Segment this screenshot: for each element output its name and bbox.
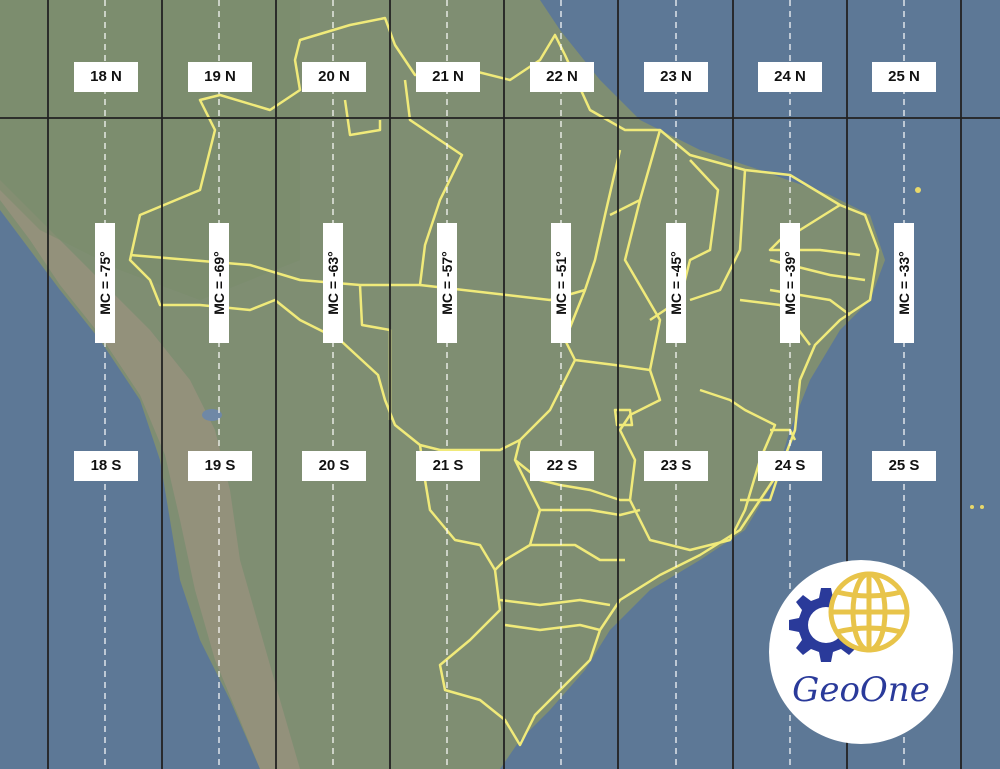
- zone-label-north: 23 N: [644, 62, 708, 92]
- island: [980, 505, 984, 509]
- central-meridian-label: MC = -51°: [551, 223, 571, 343]
- zone-label-south: 22 S: [530, 451, 594, 481]
- zone-label-south: 18 S: [74, 451, 138, 481]
- central-meridian-label: MC = -33°: [894, 223, 914, 343]
- zone-label-south: 21 S: [416, 451, 480, 481]
- zone-label-north: 22 N: [530, 62, 594, 92]
- zone-label-south: 19 S: [188, 451, 252, 481]
- logo-text: GeoOne: [792, 670, 930, 710]
- zone-label-north: 19 N: [188, 62, 252, 92]
- central-meridian-label: MC = -63°: [323, 223, 343, 343]
- zone-label-north: 20 N: [302, 62, 366, 92]
- state-border: [419, 149, 622, 302]
- zone-boundaries: [47, 0, 962, 769]
- geoone-logo: GeoOne: [769, 560, 953, 744]
- andes-highlands: [0, 180, 300, 769]
- state-border: [613, 408, 634, 427]
- state-border: [540, 508, 641, 517]
- island: [970, 505, 974, 509]
- central-meridian-label: MC = -69°: [209, 223, 229, 343]
- central-meridian-label: MC = -75°: [95, 223, 115, 343]
- brazil-outline: [128, 16, 880, 747]
- state-border: [768, 203, 861, 257]
- state-border: [499, 598, 611, 607]
- zone-label-south: 24 S: [758, 451, 822, 481]
- central-meridian-label: MC = -45°: [666, 223, 686, 343]
- island: [915, 187, 921, 193]
- lake-titicaca: [202, 409, 222, 421]
- zone-label-south: 23 S: [644, 451, 708, 481]
- state-border: [504, 623, 601, 632]
- zone-label-north: 24 N: [758, 62, 822, 92]
- state-border: [129, 79, 464, 287]
- state-border: [618, 369, 777, 552]
- gear-globe-icon: [789, 571, 910, 662]
- state-border: [689, 169, 747, 302]
- state-border: [419, 438, 521, 452]
- zone-label-south: 25 S: [872, 451, 936, 481]
- state-border: [530, 543, 625, 562]
- central-meridian-label: MC = -39°: [780, 223, 800, 343]
- central-meridian-label: MC = -57°: [437, 223, 457, 343]
- zone-label-north: 18 N: [74, 62, 138, 92]
- zone-label-north: 21 N: [416, 62, 480, 92]
- state-border: [563, 199, 662, 372]
- zone-label-south: 20 S: [302, 451, 366, 481]
- zone-label-north: 25 N: [872, 62, 936, 92]
